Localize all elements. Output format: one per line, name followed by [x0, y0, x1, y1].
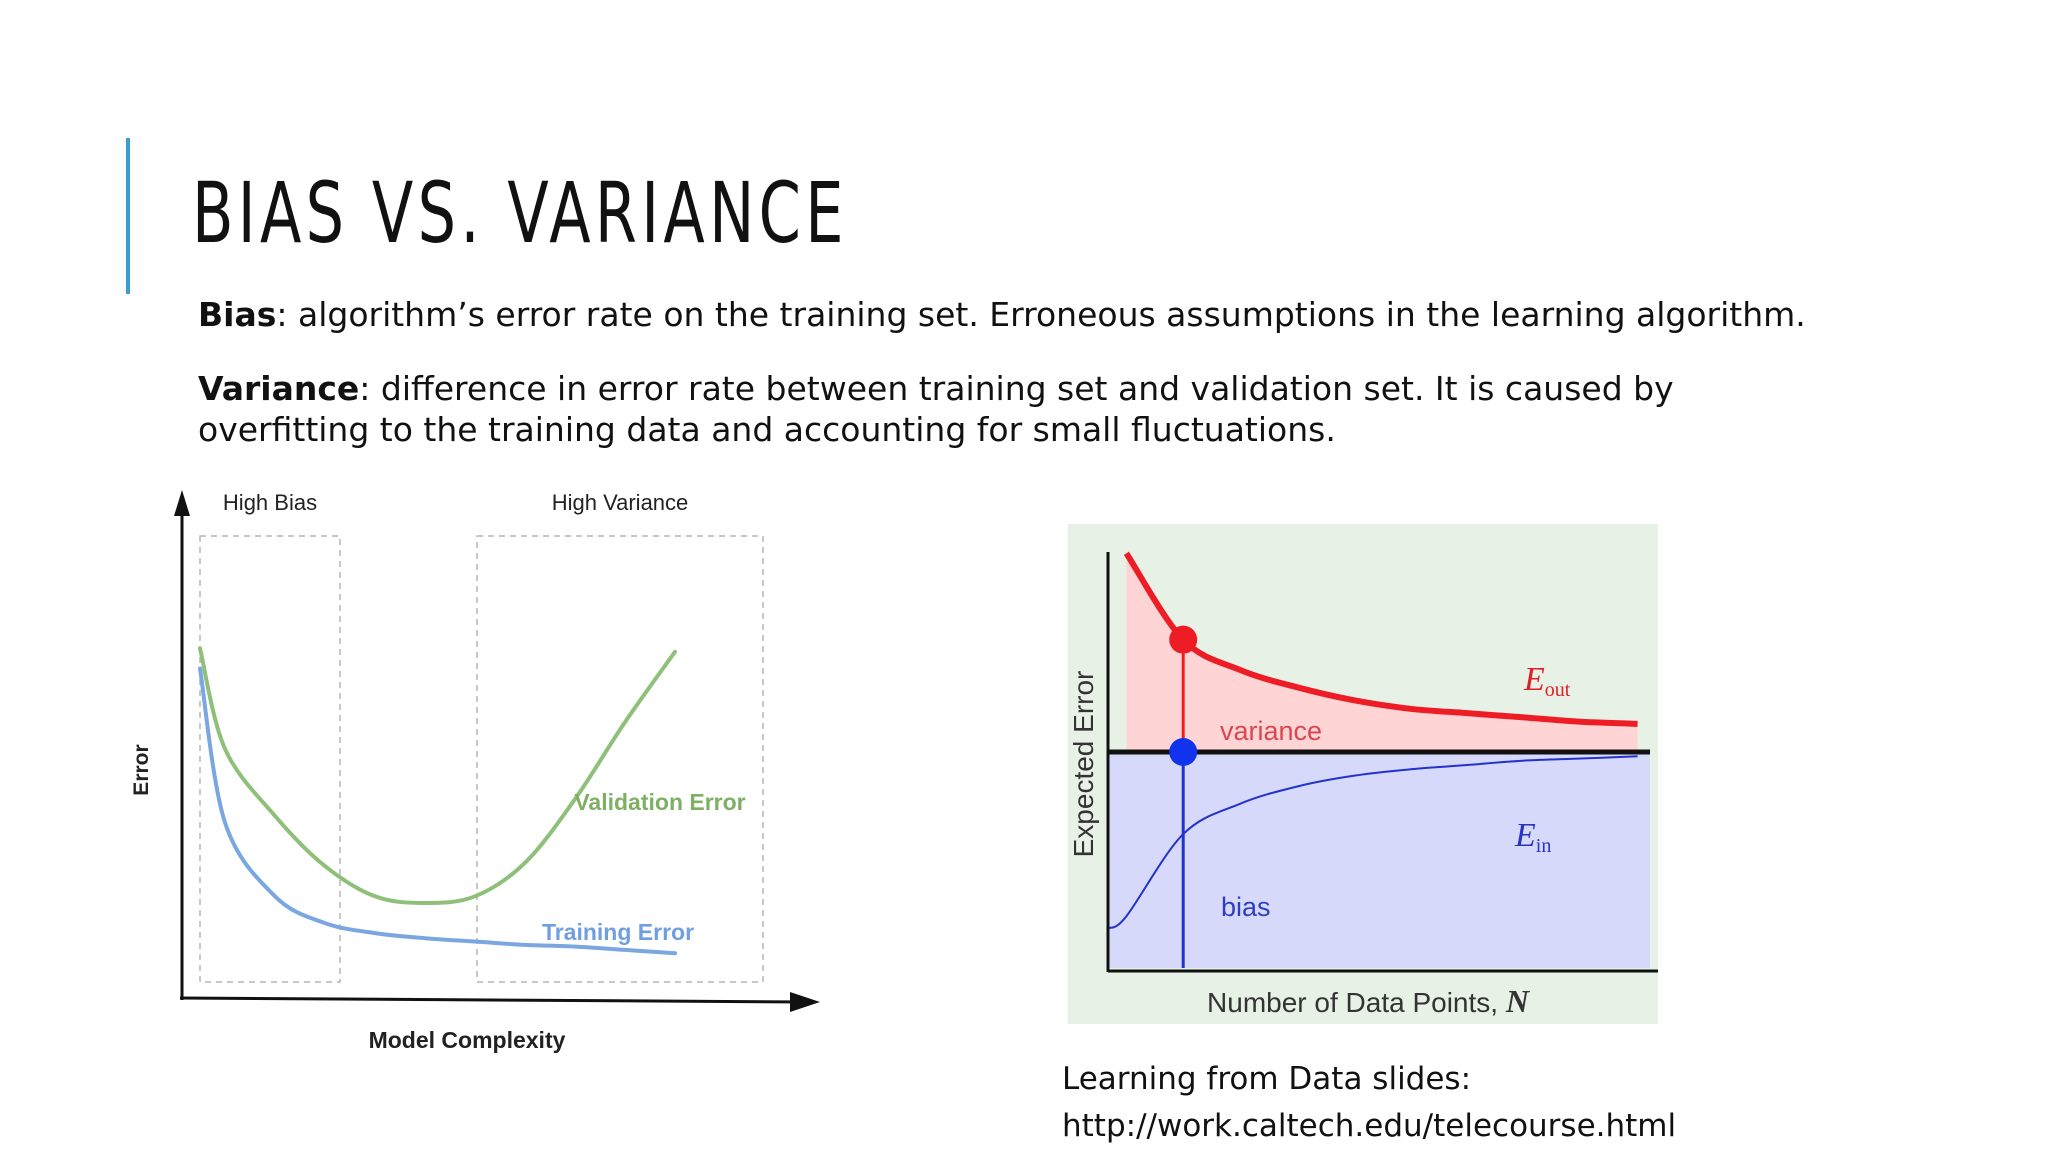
variance-area — [1126, 553, 1638, 752]
eout-label: Eout — [1523, 661, 1571, 701]
error-vs-complexity-chart: High Bias High Variance Error Model Comp… — [130, 490, 820, 1053]
variance-paragraph: Variance: difference in error rate betwe… — [198, 368, 1838, 450]
x-axis-label-text: Number of Data Points, — [1207, 987, 1506, 1018]
variance-definition: : difference in error rate between train… — [198, 369, 1674, 449]
high-variance-label: High Variance — [552, 490, 689, 515]
y-axis-arrow — [174, 490, 190, 516]
caption-line-1: Learning from Data slides: — [1062, 1061, 1472, 1097]
bias-point — [1169, 738, 1198, 766]
high-bias-label: High Bias — [223, 490, 317, 515]
variance-label: variance — [1220, 716, 1322, 746]
caption-link[interactable]: http://work.caltech.edu/telecourse.html — [1062, 1108, 1677, 1144]
training-error-line — [198, 666, 677, 956]
bias-label: bias — [1221, 892, 1271, 922]
eout-point — [1169, 625, 1198, 654]
y-axis-label: Error — [130, 744, 153, 795]
x-axis — [179, 996, 809, 1004]
expected-error-chart: Expected Error Number of Data Points, N … — [1068, 524, 1658, 1024]
high-bias-region — [199, 535, 341, 983]
eout-subscript: out — [1545, 679, 1571, 701]
bias-paragraph: Bias: algorithm’s error rate on the trai… — [198, 294, 1838, 335]
variance-term: Variance — [198, 369, 360, 408]
bias-area — [1108, 752, 1650, 968]
high-variance-region — [476, 535, 764, 983]
x-axis-label: Model Complexity — [369, 1027, 566, 1053]
source-caption: Learning from Data slides: http://work.c… — [1062, 1056, 1676, 1150]
ein-subscript: in — [1536, 835, 1552, 857]
x-axis-symbol: N — [1505, 983, 1531, 1019]
x-axis-label: Number of Data Points, N — [1207, 983, 1531, 1019]
validation-error-line — [198, 646, 677, 906]
y-axis-label: Expected Error — [1068, 671, 1099, 858]
title-accent-bar — [126, 138, 130, 294]
ein-label: Ein — [1514, 817, 1551, 857]
ein-symbol: E — [1514, 817, 1536, 854]
bias-definition: : algorithm’s error rate on the training… — [276, 295, 1806, 334]
bias-term: Bias — [198, 295, 277, 334]
training-error-label: Training Error — [542, 919, 694, 945]
x-axis-arrow — [790, 992, 820, 1012]
validation-error-label: Validation Error — [574, 789, 745, 815]
eout-symbol: E — [1523, 661, 1545, 698]
slide-title: BIAS VS. VARIANCE — [192, 164, 848, 262]
ein-curve — [1107, 755, 1638, 930]
